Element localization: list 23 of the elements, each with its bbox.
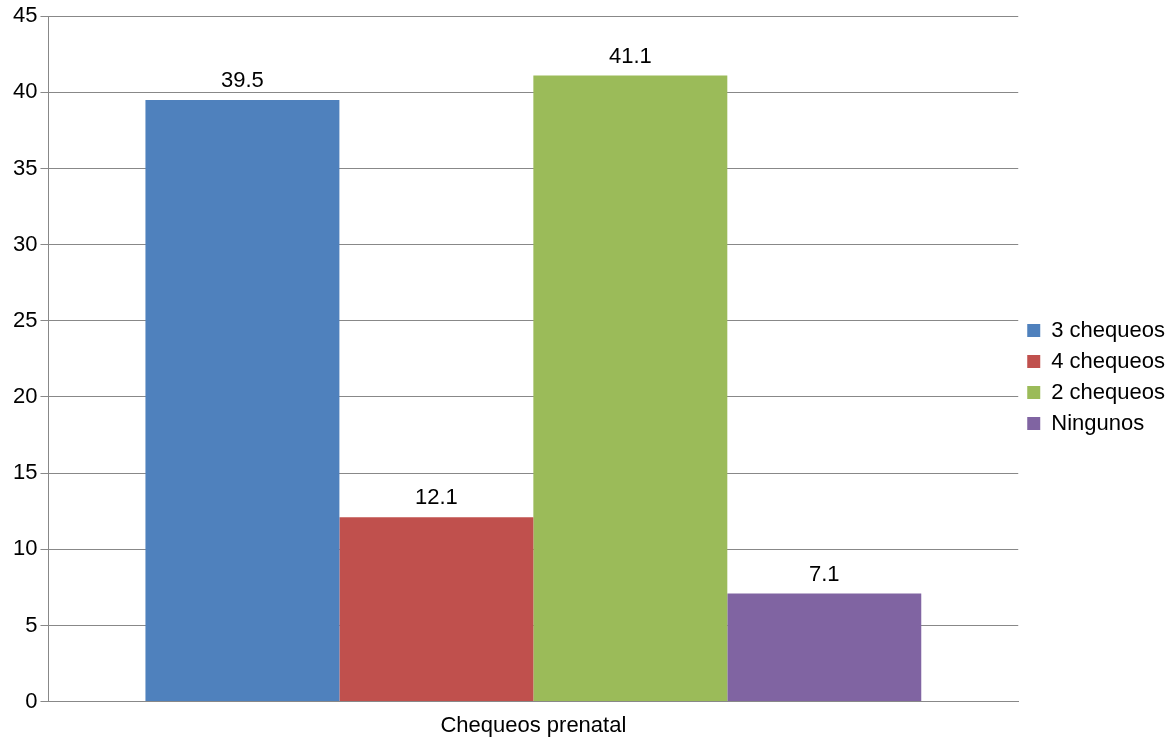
bar (727, 593, 922, 702)
y-tick-label: 30 (12, 230, 38, 256)
legend-label: Ningunos (1051, 409, 1145, 435)
legend-label: 2 chequeos (1051, 378, 1166, 404)
bar (145, 99, 340, 702)
y-tick-label: 5 (25, 611, 38, 637)
data-label: 7.1 (808, 560, 840, 586)
legend-label: 3 chequeos (1051, 316, 1166, 342)
y-tick-label: 45 (12, 2, 38, 28)
legend-label: 4 chequeos (1051, 347, 1166, 373)
y-tick-label: 25 (12, 306, 38, 332)
y-tick-label: 40 (12, 78, 38, 104)
data-label: 41.1 (608, 42, 652, 68)
bar (533, 75, 728, 702)
y-tick-label: 15 (12, 459, 38, 485)
y-tick-label: 20 (12, 383, 38, 409)
y-tick-label: 35 (12, 154, 38, 180)
y-tick-label: 0 (25, 687, 38, 713)
data-label: 12.1 (414, 484, 458, 510)
bar (339, 517, 534, 702)
y-tick-label: 10 (12, 535, 38, 561)
data-label: 39.5 (221, 67, 264, 93)
x-tick-label: Chequeos prenatal (440, 711, 627, 737)
